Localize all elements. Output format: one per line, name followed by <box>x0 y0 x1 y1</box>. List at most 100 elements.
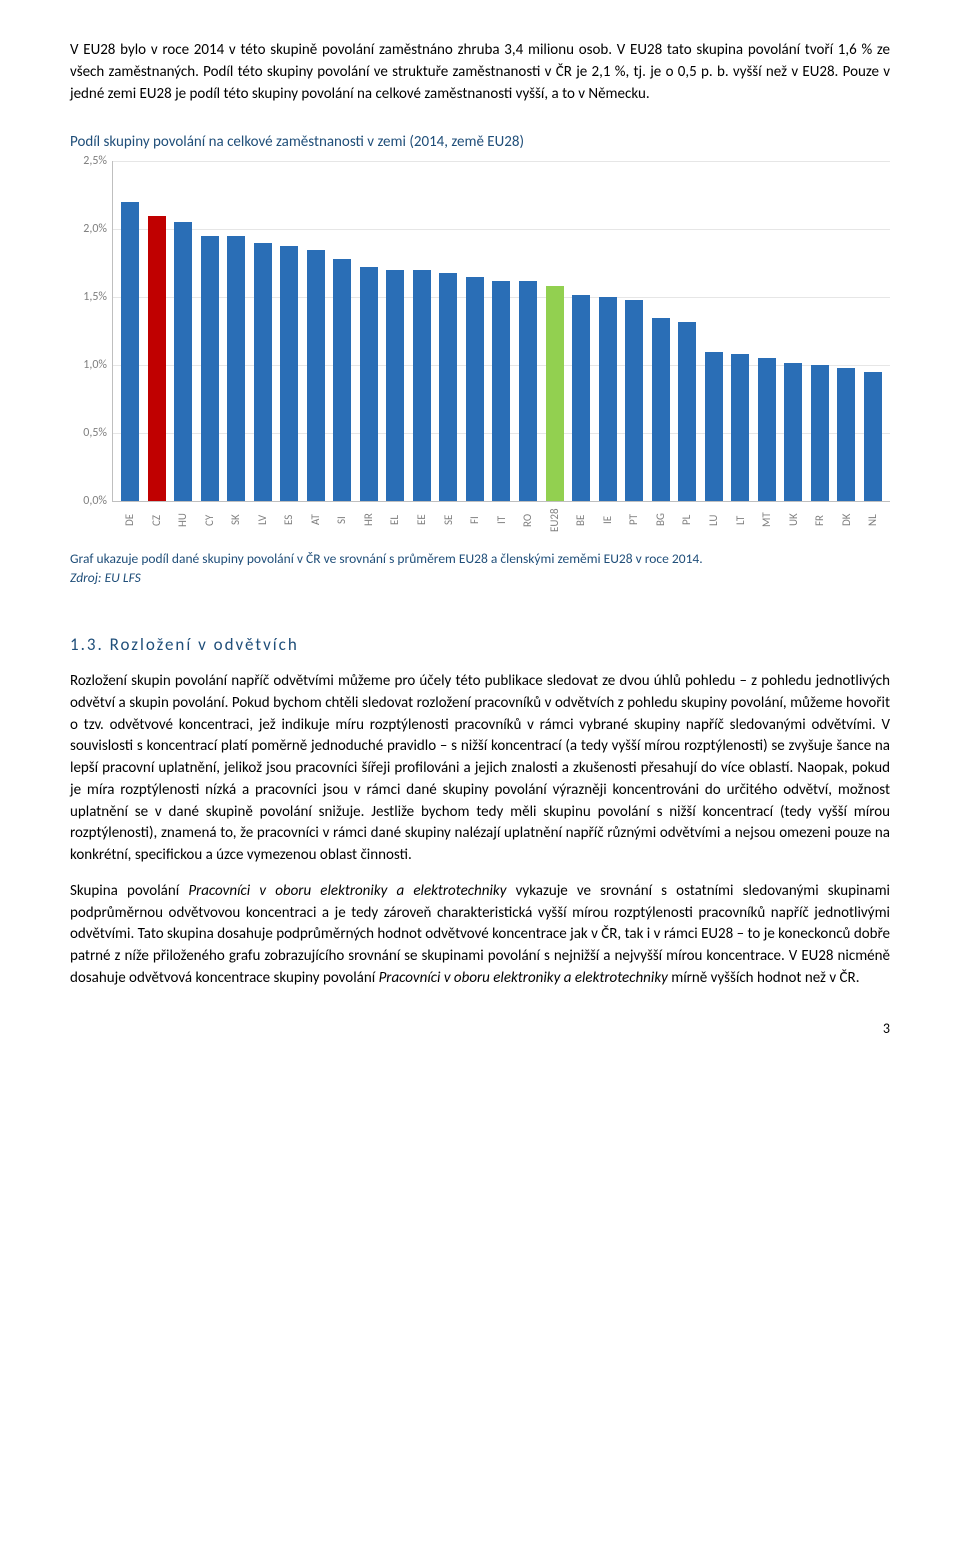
bar-EL <box>386 270 404 501</box>
bar-HR <box>360 267 378 501</box>
x-label-CY: CY <box>196 508 223 532</box>
x-label-CZ: CZ <box>143 508 170 532</box>
chart-source: Zdroj: EU LFS <box>70 569 890 588</box>
x-label-RO: RO <box>514 508 541 532</box>
bar-slot <box>356 161 383 501</box>
x-axis: DECZHUCYSKLVESATSIHRELEESEFIITROEU28BEIE… <box>112 502 890 532</box>
x-label-LT: LT <box>727 508 754 532</box>
y-tick-label: 1,5% <box>83 290 107 304</box>
bar-slot <box>594 161 621 501</box>
bar-FR <box>811 365 829 501</box>
bar-IT <box>492 281 510 501</box>
x-label-SE: SE <box>435 508 462 532</box>
bar-slot <box>117 161 144 501</box>
bar-LV <box>254 243 272 501</box>
x-label-IT: IT <box>488 508 515 532</box>
bars-container <box>113 161 890 501</box>
bar-slot <box>568 161 595 501</box>
bar-slot <box>753 161 780 501</box>
bar-slot <box>382 161 409 501</box>
x-label-LV: LV <box>249 508 276 532</box>
bar-chart: 0,0%0,5%1,0%1,5%2,0%2,5% DECZHUCYSKLVESA… <box>70 161 890 532</box>
x-label-HU: HU <box>169 508 196 532</box>
bar-slot <box>806 161 833 501</box>
bar-RO <box>519 281 537 501</box>
bar-SE <box>439 273 457 501</box>
para2-em2: Pracovníci v oboru elektroniky a elektro… <box>379 969 668 987</box>
page: V EU28 bylo v roce 2014 v této skupině p… <box>0 0 960 1077</box>
section-heading: 1.3. Rozložení v odvětvích <box>70 634 890 655</box>
x-label-BE: BE <box>567 508 594 532</box>
bar-DK <box>837 368 855 501</box>
bar-slot <box>727 161 754 501</box>
chart-title: Podíl skupiny povolání na celkové zaměst… <box>70 133 890 151</box>
bar-slot <box>276 161 303 501</box>
chart-caption-text: Graf ukazuje podíl dané skupiny povolání… <box>70 550 890 569</box>
bar-CY <box>201 236 219 501</box>
bar-slot <box>409 161 436 501</box>
x-label-UK: UK <box>780 508 807 532</box>
bar-MT <box>758 358 776 501</box>
x-label-EE: EE <box>408 508 435 532</box>
y-axis: 0,0%0,5%1,0%1,5%2,0%2,5% <box>71 161 113 501</box>
bar-SI <box>333 259 351 501</box>
bar-slot <box>833 161 860 501</box>
x-label-PT: PT <box>620 508 647 532</box>
body-paragraph-2: Skupina povolání Pracovníci v oboru elek… <box>70 881 890 990</box>
bar-slot <box>144 161 171 501</box>
bar-slot <box>621 161 648 501</box>
x-label-EL: EL <box>381 508 408 532</box>
x-label-LU: LU <box>700 508 727 532</box>
bar-slot <box>859 161 886 501</box>
bar-NL <box>864 372 882 501</box>
x-label-AT: AT <box>302 508 329 532</box>
bar-slot <box>780 161 807 501</box>
bar-SK <box>227 236 245 501</box>
chart-caption: Graf ukazuje podíl dané skupiny povolání… <box>70 550 890 588</box>
bar-BE <box>572 295 590 502</box>
bar-slot <box>462 161 489 501</box>
x-label-MT: MT <box>753 508 780 532</box>
bar-slot <box>303 161 330 501</box>
bar-slot <box>674 161 701 501</box>
bar-EE <box>413 270 431 501</box>
x-label-SK: SK <box>222 508 249 532</box>
x-label-NL: NL <box>859 508 886 532</box>
bar-slot <box>541 161 568 501</box>
bar-slot <box>197 161 224 501</box>
bar-slot <box>700 161 727 501</box>
bar-AT <box>307 250 325 502</box>
bar-slot <box>488 161 515 501</box>
bar-slot <box>329 161 356 501</box>
bar-UK <box>784 363 802 502</box>
bar-slot <box>250 161 277 501</box>
para2-pre: Skupina povolání <box>70 882 188 900</box>
x-label-IE: IE <box>594 508 621 532</box>
y-tick-label: 2,5% <box>83 154 107 168</box>
para2-em1: Pracovníci v oboru elektroniky a elektro… <box>188 882 506 900</box>
page-number: 3 <box>70 1020 890 1037</box>
bar-LU <box>705 352 723 502</box>
bar-slot <box>170 161 197 501</box>
bar-PL <box>678 322 696 502</box>
bar-BG <box>652 318 670 502</box>
bar-LT <box>731 354 749 501</box>
x-label-ES: ES <box>275 508 302 532</box>
y-tick-label: 0,5% <box>83 426 107 440</box>
x-label-FR: FR <box>806 508 833 532</box>
x-label-BG: BG <box>647 508 674 532</box>
y-tick-label: 2,0% <box>83 222 107 236</box>
body-paragraph-1: Rozložení skupin povolání napříč odvětví… <box>70 671 890 867</box>
bar-PT <box>625 300 643 501</box>
x-label-DE: DE <box>116 508 143 532</box>
x-label-FI: FI <box>461 508 488 532</box>
bar-DE <box>121 202 139 501</box>
bar-CZ <box>148 216 166 502</box>
x-label-EU28: EU28 <box>541 508 568 532</box>
x-label-PL: PL <box>673 508 700 532</box>
x-label-SI: SI <box>328 508 355 532</box>
para2-post: mírně vyšších hodnot než v ČR. <box>668 969 860 987</box>
bar-slot <box>223 161 250 501</box>
bar-HU <box>174 222 192 501</box>
bar-slot <box>435 161 462 501</box>
